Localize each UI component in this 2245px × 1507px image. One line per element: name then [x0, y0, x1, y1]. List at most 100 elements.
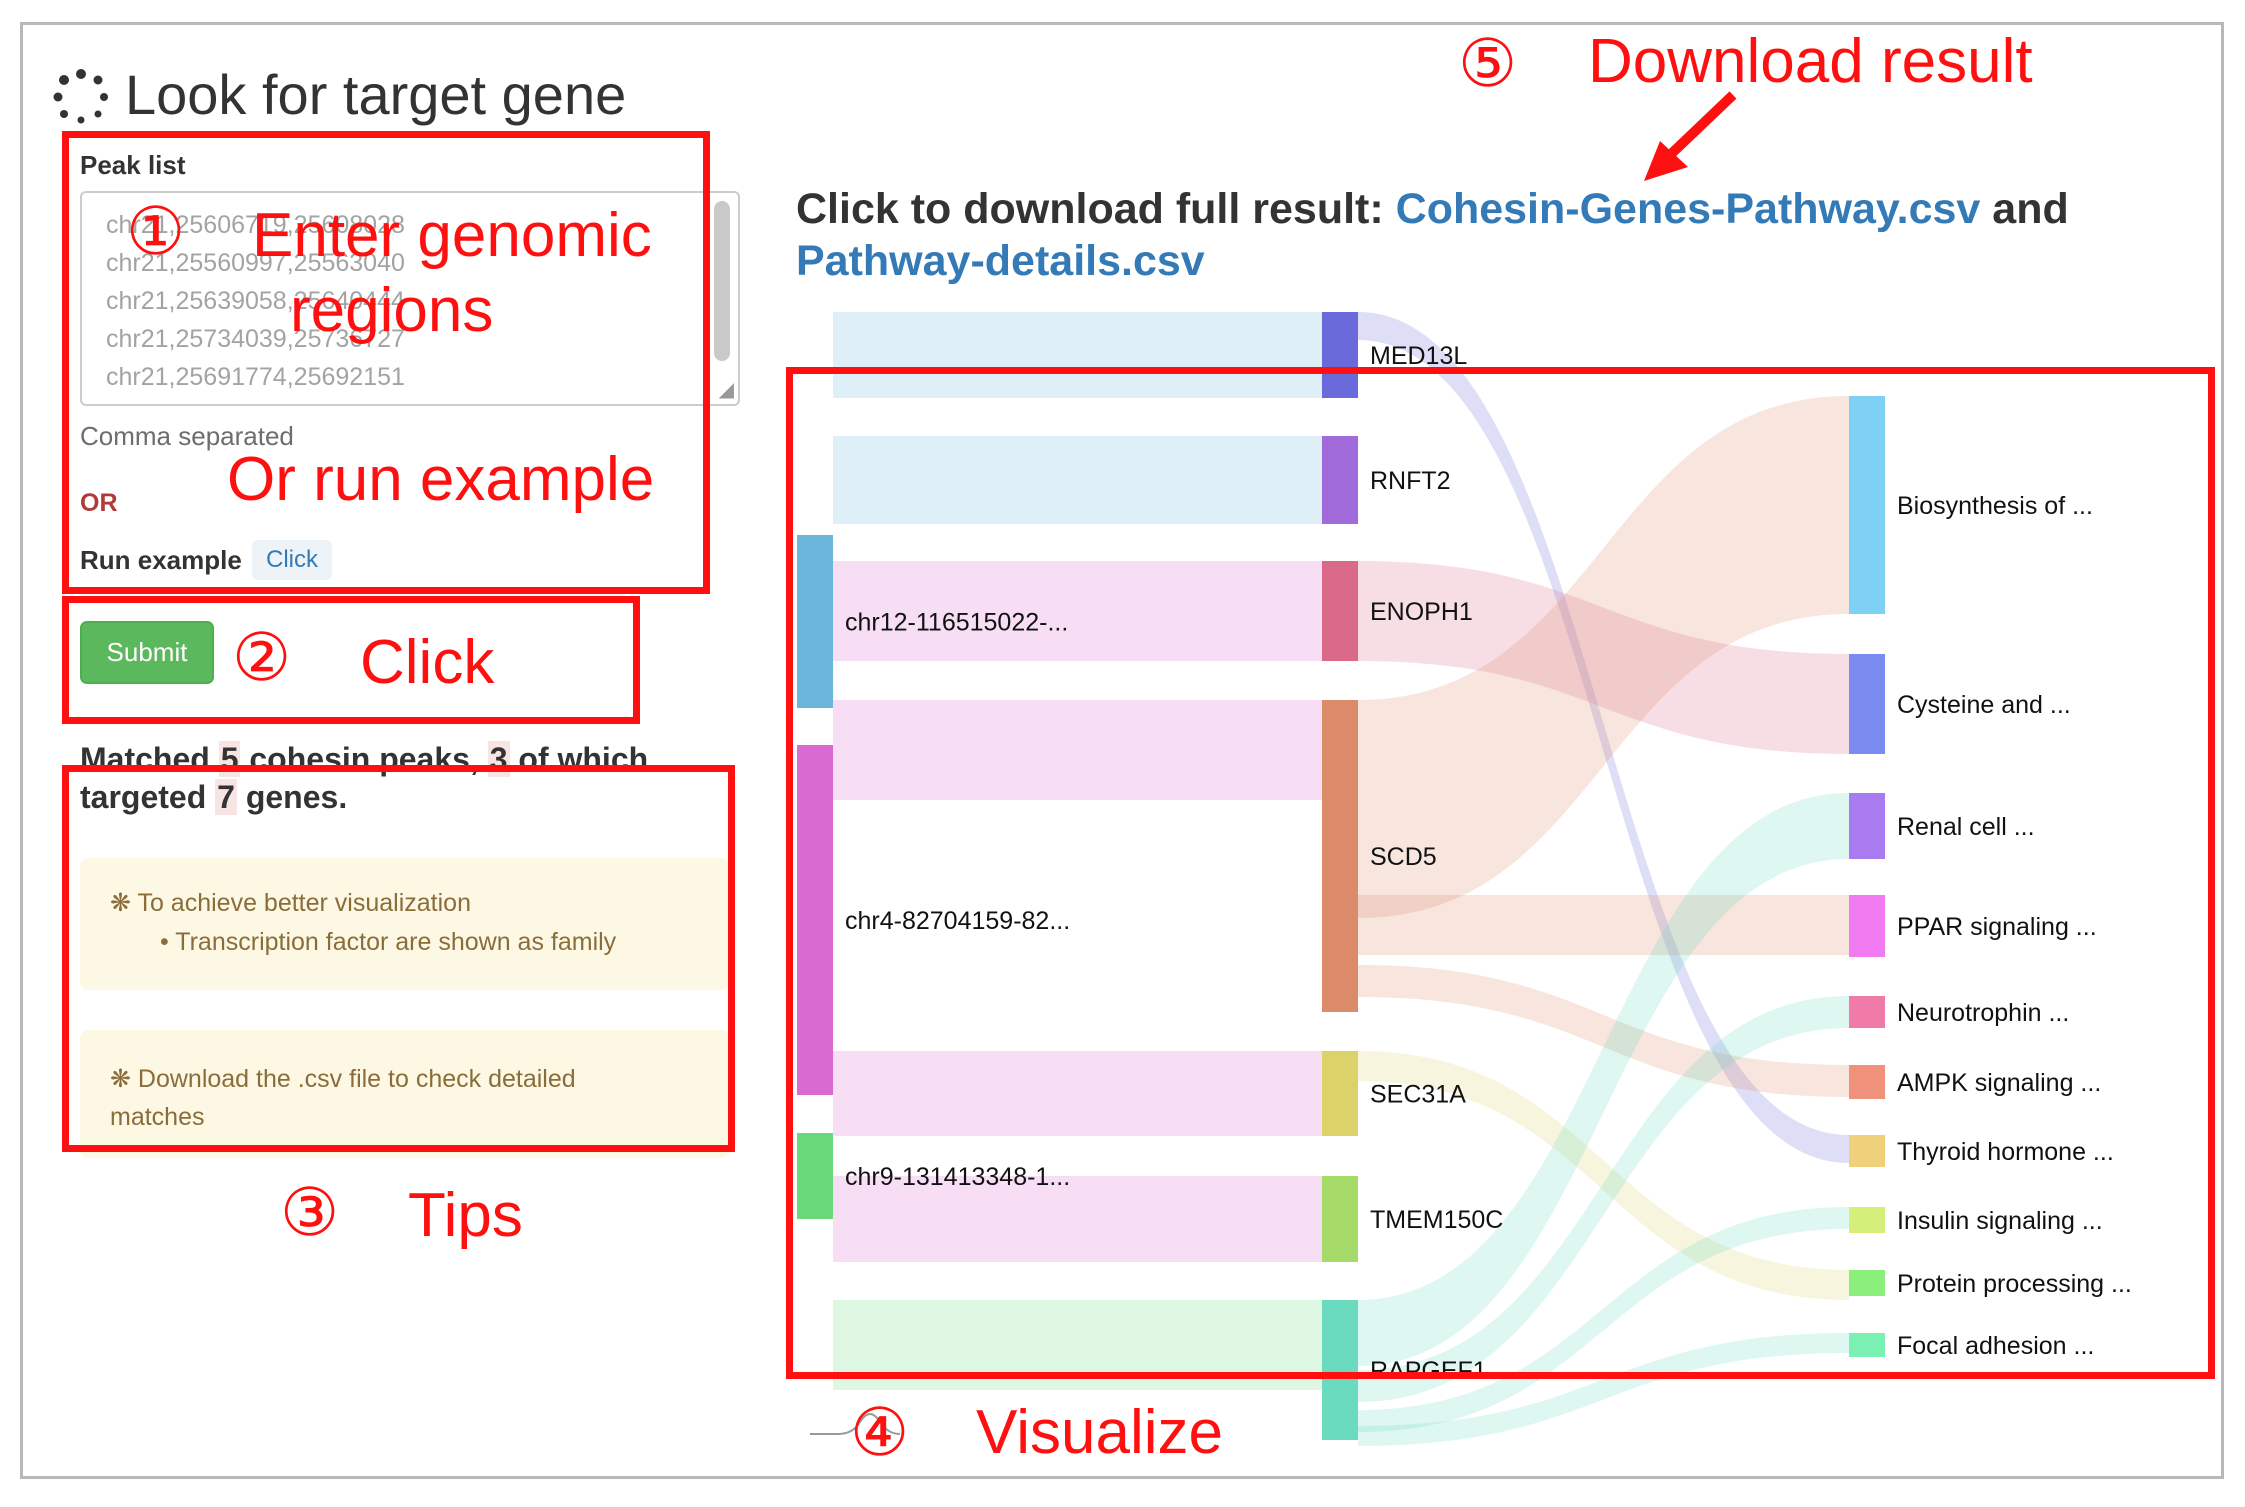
- peak-line: chr21,25560997,25563040: [106, 249, 405, 277]
- sankey-link[interactable]: [1358, 1333, 1849, 1446]
- resize-handle-icon[interactable]: ◢: [718, 379, 734, 401]
- peak-line: chr21,25639058,25640444: [106, 287, 405, 315]
- annotation-number-2: ②: [232, 620, 292, 694]
- pathway-node-label: Protein processing ...: [1897, 1270, 2132, 1298]
- comma-hint: Comma separated: [80, 421, 294, 451]
- sankey-link[interactable]: [833, 312, 1322, 398]
- peak-node[interactable]: [797, 745, 833, 1095]
- annotation-number-4: ④: [850, 1395, 910, 1469]
- gene-node[interactable]: [1322, 561, 1358, 661]
- sankey-link[interactable]: [833, 561, 1322, 661]
- peak-line: chr21,25606719,25608028: [106, 211, 405, 239]
- asterisk-icon: ❋: [110, 889, 131, 917]
- gene-node[interactable]: [1322, 1051, 1358, 1136]
- sankey-link[interactable]: [1358, 1051, 1849, 1300]
- download-text: Click to download full result: Cohesin-G…: [796, 183, 2069, 287]
- annotation-box-2: [62, 596, 640, 724]
- sankey-link[interactable]: [833, 436, 1322, 524]
- sankey-link[interactable]: [1358, 965, 1849, 1097]
- annotation-number-1: ①: [126, 194, 186, 268]
- sankey-link[interactable]: [833, 700, 1322, 800]
- gene-node[interactable]: [1322, 1176, 1358, 1262]
- pathway-node[interactable]: [1849, 1333, 1885, 1357]
- pathway-node[interactable]: [1849, 396, 1885, 614]
- gene-node-label: RNFT2: [1370, 467, 1451, 495]
- annotation-box-1: [62, 131, 710, 594]
- submit-button[interactable]: Submit: [80, 621, 214, 684]
- tip-text: Download the .csv file to check detailed: [137, 1065, 576, 1093]
- peak-node[interactable]: [797, 535, 833, 708]
- gene-node-label: MED13L: [1370, 342, 1467, 370]
- pathway-node-label: AMPK signaling ...: [1897, 1069, 2101, 1097]
- annotation-number-3: ③: [280, 1175, 340, 1249]
- annotation-number-5: ⑤: [1458, 26, 1518, 100]
- gene-node[interactable]: [1322, 700, 1358, 1012]
- sankey-link[interactable]: [1358, 1207, 1849, 1432]
- sankey-link[interactable]: [1358, 312, 1849, 1163]
- sankey-link[interactable]: [833, 1176, 1322, 1262]
- annotation-run-example: Or run example: [227, 445, 655, 514]
- pathway-node[interactable]: [1849, 654, 1885, 754]
- screenshot-frame: [20, 22, 2224, 1479]
- gene-node[interactable]: [1322, 436, 1358, 524]
- sankey-link[interactable]: [1358, 793, 1849, 1366]
- run-example-button[interactable]: Click: [252, 540, 332, 580]
- pathway-node-label: Neurotrophin ...: [1897, 999, 2069, 1027]
- annotation-visualize: Visualize: [976, 1398, 1224, 1467]
- pathway-node-label: Thyroid hormone ...: [1897, 1138, 2114, 1166]
- sankey-link[interactable]: [1358, 895, 1849, 955]
- pathway-node[interactable]: [1849, 1270, 1885, 1296]
- peak-node[interactable]: [797, 1133, 833, 1219]
- tip-visualization: ❋ To achieve better visualization • Tran…: [80, 858, 730, 990]
- page-title: Look for target gene: [125, 63, 627, 126]
- pathway-node-label: PPAR signaling ...: [1897, 913, 2097, 941]
- sankey-link[interactable]: [1358, 996, 1849, 1402]
- peak-node-label: chr12-116515022-...: [845, 609, 1068, 637]
- peak-list-textarea[interactable]: chr21,25606719,25608028 chr21,25560997,2…: [80, 191, 740, 406]
- peak-node-label: chr4-82704159-82...: [845, 907, 1070, 935]
- annotation-box-3: [62, 765, 735, 1152]
- pathway-node[interactable]: [1849, 1065, 1885, 1099]
- download-prefix: Click to download full result:: [796, 185, 1396, 233]
- peak-line: chr21,25691774,25692151: [106, 363, 405, 391]
- annotation-enter: Enter genomic: [252, 201, 652, 270]
- pathway-node[interactable]: [1849, 1135, 1885, 1167]
- sankey-link[interactable]: [1358, 561, 1849, 754]
- peak-line: chr21,25734039,25736727: [106, 325, 405, 353]
- pathway-node-label: Biosynthesis of ...: [1897, 492, 2093, 520]
- sankey-link[interactable]: [833, 1300, 1322, 1390]
- pathway-node-label: Renal cell ...: [1897, 813, 2035, 841]
- pathway-node[interactable]: [1849, 1207, 1885, 1233]
- sankey-nodes: chr12-116515022-... chr4-82704159-82... ch…: [797, 312, 2132, 1440]
- gene-node[interactable]: [1322, 312, 1358, 398]
- gene-node-label: RAPGEF1: [1370, 1357, 1487, 1385]
- gene-node-label: SCD5: [1370, 843, 1437, 871]
- pathway-node[interactable]: [1849, 996, 1885, 1028]
- tip-title: To achieve better visualization: [137, 889, 471, 917]
- download-csv-link[interactable]: Cohesin-Genes-Pathway.csv: [1395, 185, 1981, 233]
- pathway-node-label: Focal adhesion ...: [1897, 1332, 2094, 1360]
- pathway-node-label: Cysteine and ...: [1897, 691, 2071, 719]
- gene-node-label: TMEM150C: [1370, 1206, 1503, 1234]
- asterisk-icon: ❋: [110, 1065, 131, 1093]
- annotation-arrow-icon: [1644, 91, 1737, 181]
- pathway-node[interactable]: [1849, 793, 1885, 859]
- download-and: and: [1980, 185, 2069, 233]
- pathway-details-link[interactable]: Pathway-details.csv: [796, 237, 1205, 285]
- annotation-download-result: Download result: [1588, 27, 2033, 96]
- sankey-link[interactable]: [833, 1051, 1322, 1136]
- textarea-scrollbar[interactable]: [714, 201, 730, 361]
- genes-count: 7: [215, 779, 237, 815]
- loading-spinner-icon: [53, 69, 108, 124]
- annotation-click: Click: [360, 628, 495, 697]
- peak-list-label: Peak list: [80, 150, 186, 180]
- pathway-node[interactable]: [1849, 895, 1885, 957]
- gene-node[interactable]: [1322, 1300, 1358, 1440]
- annotation-regions: regions: [290, 276, 494, 345]
- annotation-tips: Tips: [408, 1181, 523, 1250]
- gene-node-label: ENOPH1: [1370, 598, 1473, 626]
- peak-node-label: chr9-131413348-1...: [845, 1163, 1070, 1191]
- gene-node-label: SEC31A: [1370, 1081, 1466, 1109]
- sankey-link[interactable]: [1358, 396, 1849, 918]
